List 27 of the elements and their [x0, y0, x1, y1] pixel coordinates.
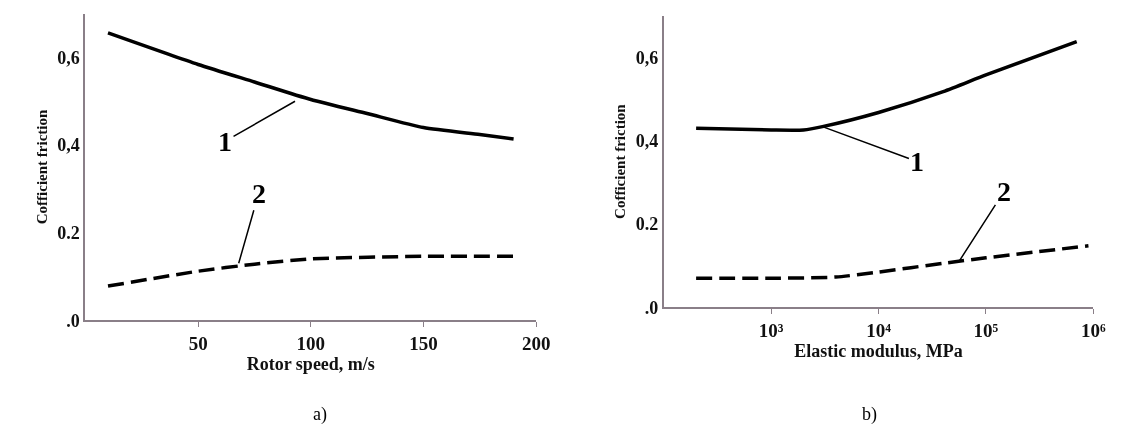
y-tick-label: .0 [644, 297, 659, 318]
annotation: 2 [252, 178, 266, 209]
y-tick-label: 0,6 [635, 47, 659, 68]
y-axis-title: Cofficient friction [34, 109, 51, 225]
x-tick-label: 150 [409, 333, 438, 355]
x-tick-label: 10⁶ [1081, 320, 1106, 342]
x-tick-label: 200 [521, 333, 551, 355]
y-tick-label: 0.2 [635, 214, 659, 235]
x-tick-label: 10⁵ [973, 320, 999, 342]
y-tick-label: 0.2 [57, 222, 80, 243]
y-tick-label: 0,6 [57, 47, 80, 68]
annotation: 1 [218, 126, 232, 157]
y-tick-label: 0,4 [57, 135, 80, 156]
x-axis-title: Rotor speed, m/s [246, 354, 375, 375]
annotation: 1 [910, 146, 924, 177]
x-axis-title: Elastic modulus, MPa [794, 341, 963, 362]
y-tick-label: .0 [66, 310, 80, 331]
x-tick-label: 10³ [758, 320, 784, 342]
x-tick-label: 100 [296, 333, 326, 355]
y-tick-label: 0,4 [635, 131, 659, 152]
line-series [106, 254, 516, 288]
x-tick-label: 10⁴ [866, 320, 892, 342]
x-tick-label: 50 [188, 333, 208, 355]
text: b) [862, 404, 877, 425]
text: a) [313, 404, 327, 425]
annotation: 2 [997, 176, 1011, 207]
y-axis-title: Cofficient friction [612, 103, 629, 219]
